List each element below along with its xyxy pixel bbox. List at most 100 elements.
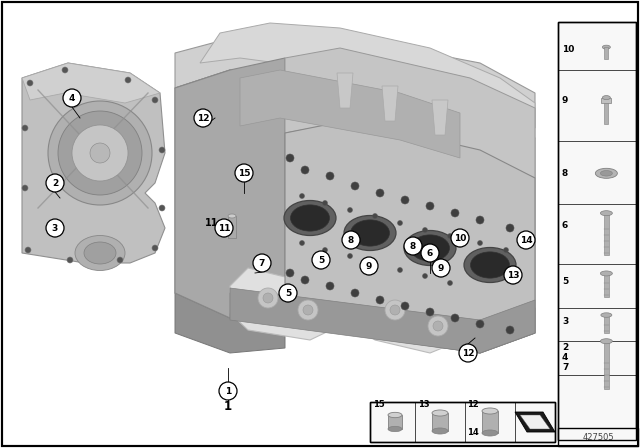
- Circle shape: [25, 247, 31, 253]
- Polygon shape: [175, 70, 535, 353]
- Circle shape: [286, 154, 294, 162]
- Text: 12: 12: [467, 400, 479, 409]
- Ellipse shape: [601, 313, 612, 317]
- Text: 5: 5: [562, 277, 568, 286]
- Ellipse shape: [351, 220, 390, 246]
- Text: 14: 14: [467, 428, 479, 437]
- Text: 13: 13: [418, 400, 429, 409]
- Circle shape: [300, 194, 305, 198]
- Text: 5: 5: [318, 255, 324, 264]
- Bar: [604, 98, 609, 124]
- Bar: [558, 22, 636, 440]
- Circle shape: [376, 296, 384, 304]
- Polygon shape: [230, 288, 535, 353]
- Ellipse shape: [410, 235, 449, 261]
- Text: 1: 1: [224, 400, 232, 413]
- Text: 11: 11: [205, 218, 218, 228]
- Ellipse shape: [600, 339, 612, 344]
- Circle shape: [46, 174, 64, 192]
- Circle shape: [300, 241, 305, 246]
- Circle shape: [323, 247, 328, 253]
- Ellipse shape: [75, 236, 125, 271]
- Circle shape: [298, 300, 318, 320]
- Bar: [604, 47, 609, 59]
- Ellipse shape: [388, 412, 402, 418]
- Text: 8: 8: [410, 241, 416, 250]
- Polygon shape: [285, 48, 535, 178]
- Circle shape: [447, 280, 452, 285]
- Circle shape: [504, 247, 509, 253]
- Circle shape: [401, 302, 409, 310]
- Text: 14: 14: [520, 236, 532, 245]
- Circle shape: [312, 251, 330, 269]
- Circle shape: [152, 97, 158, 103]
- Bar: [388, 415, 402, 429]
- Text: 4: 4: [69, 94, 75, 103]
- Circle shape: [279, 284, 297, 302]
- Circle shape: [58, 111, 142, 195]
- Polygon shape: [200, 23, 535, 138]
- Text: 10: 10: [562, 45, 574, 54]
- Bar: [432, 413, 448, 431]
- Ellipse shape: [602, 45, 611, 49]
- Circle shape: [360, 257, 378, 275]
- Ellipse shape: [344, 215, 396, 250]
- Circle shape: [351, 289, 359, 297]
- Text: 8: 8: [562, 169, 568, 178]
- Circle shape: [426, 308, 434, 316]
- Bar: [604, 213, 609, 255]
- Ellipse shape: [482, 430, 498, 436]
- Polygon shape: [175, 33, 535, 128]
- Bar: [228, 216, 236, 238]
- Circle shape: [326, 172, 334, 180]
- Circle shape: [385, 300, 405, 320]
- Circle shape: [215, 219, 233, 237]
- Text: 12: 12: [461, 349, 474, 358]
- Ellipse shape: [482, 408, 498, 414]
- Circle shape: [451, 229, 469, 247]
- Ellipse shape: [388, 426, 402, 432]
- Circle shape: [219, 382, 237, 400]
- Circle shape: [46, 219, 64, 237]
- Ellipse shape: [600, 271, 612, 276]
- Text: 15: 15: [373, 400, 385, 409]
- Text: 4: 4: [562, 353, 568, 362]
- Text: 3: 3: [562, 317, 568, 326]
- Polygon shape: [175, 293, 285, 353]
- Circle shape: [517, 231, 535, 249]
- Circle shape: [428, 316, 448, 336]
- Circle shape: [433, 321, 443, 331]
- Circle shape: [27, 80, 33, 86]
- Circle shape: [72, 125, 128, 181]
- Circle shape: [432, 259, 450, 277]
- Ellipse shape: [284, 201, 336, 236]
- Text: 12: 12: [196, 113, 209, 122]
- Ellipse shape: [470, 252, 509, 278]
- Circle shape: [422, 273, 428, 279]
- Circle shape: [286, 269, 294, 277]
- Circle shape: [342, 231, 360, 249]
- Ellipse shape: [600, 171, 612, 176]
- Polygon shape: [175, 58, 285, 318]
- Circle shape: [477, 241, 483, 246]
- Text: 9: 9: [366, 262, 372, 271]
- Circle shape: [90, 143, 110, 163]
- Text: 6: 6: [562, 221, 568, 230]
- Polygon shape: [337, 73, 353, 108]
- Text: 427505: 427505: [582, 432, 614, 441]
- Circle shape: [348, 207, 353, 212]
- Polygon shape: [515, 412, 555, 432]
- Circle shape: [404, 237, 422, 255]
- Text: 9: 9: [438, 263, 444, 272]
- Circle shape: [22, 125, 28, 131]
- Circle shape: [447, 233, 452, 238]
- Bar: [370, 402, 555, 442]
- Circle shape: [62, 67, 68, 73]
- Circle shape: [421, 244, 439, 262]
- Circle shape: [397, 267, 403, 272]
- Ellipse shape: [595, 168, 618, 178]
- Bar: [558, 428, 638, 446]
- Circle shape: [152, 245, 158, 251]
- Polygon shape: [285, 120, 535, 353]
- Text: 8: 8: [348, 236, 354, 245]
